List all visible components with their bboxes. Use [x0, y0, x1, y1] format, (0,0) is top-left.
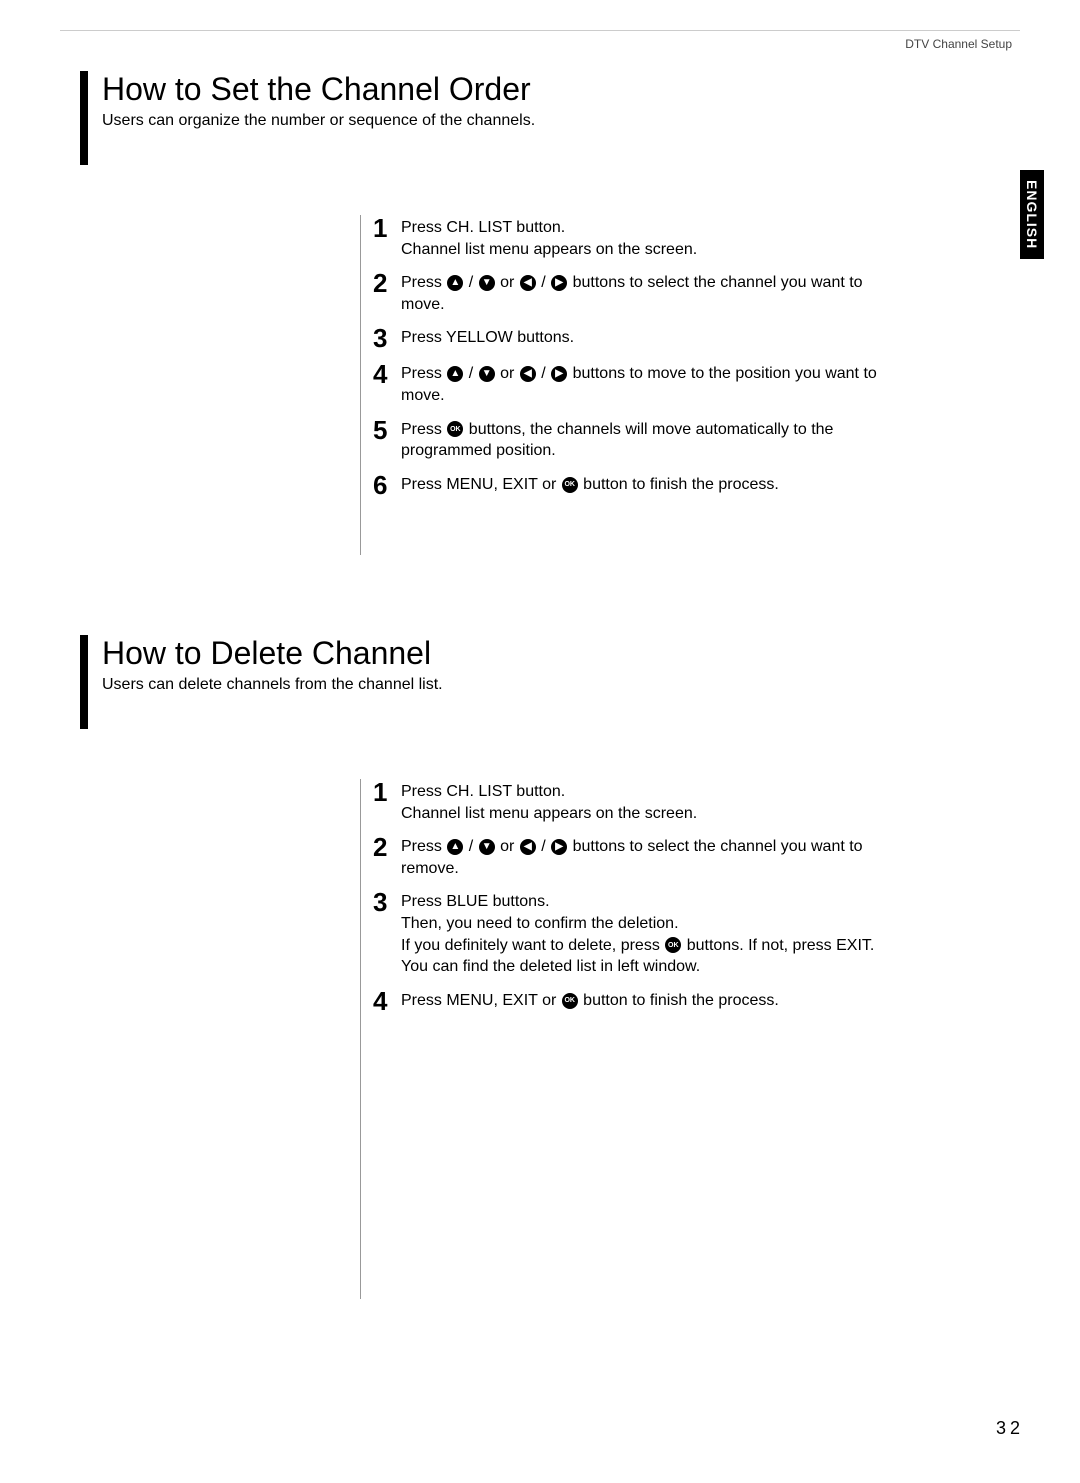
step-row: 3Press BLUE buttons. Then, you need to co…	[361, 889, 1020, 977]
step-text: or	[496, 838, 519, 855]
page-top-rule	[60, 30, 1020, 31]
up-icon: ▲	[447, 366, 463, 382]
page-number: 32	[996, 1418, 1024, 1439]
step-row: 2Press ▲ / ▼ or ◀ / ▶ buttons to select …	[361, 270, 1020, 315]
step-text: Channel list menu appears on the screen.	[401, 805, 697, 822]
step-text: Press	[401, 274, 446, 291]
section-title: How to Delete Channel	[102, 635, 1020, 672]
section-heading-row: How to Set the Channel Order Users can or…	[80, 71, 1020, 165]
section-subtitle: Users can organize the number or sequenc…	[102, 112, 1020, 130]
step-number: 6	[361, 472, 401, 498]
steps-region: 1Press CH. LIST button. Channel list menu…	[360, 779, 1020, 1299]
step-row: 6Press MENU, EXIT or OK button to finish…	[361, 472, 1020, 498]
step-text: buttons. If not, press EXIT.	[682, 937, 874, 954]
section-title: How to Set the Channel Order	[102, 71, 1020, 108]
step-text: button to finish the process.	[579, 992, 779, 1009]
step-text: You can find the deleted list in left wi…	[401, 958, 700, 975]
step-text: Press	[401, 365, 446, 382]
step-body: Press ▲ / ▼ or ◀ / ▶ buttons to select t…	[401, 270, 1020, 315]
section-heading-bar	[80, 71, 88, 165]
step-text: Press MENU, EXIT or	[401, 992, 561, 1009]
manual-section: How to Delete Channel Users can delete ch…	[80, 635, 1020, 1299]
left-icon: ◀	[520, 839, 536, 855]
ok-icon: OK	[562, 993, 578, 1009]
step-text: /	[537, 838, 550, 855]
down-icon: ▼	[479, 366, 495, 382]
step-body: Press MENU, EXIT or OK button to finish …	[401, 472, 1020, 496]
step-text: /	[537, 365, 550, 382]
right-icon: ▶	[551, 839, 567, 855]
step-number: 5	[361, 417, 401, 443]
step-number: 1	[361, 779, 401, 805]
step-row: 4Press ▲ / ▼ or ◀ / ▶ buttons to move to…	[361, 361, 1020, 406]
step-body: Press ▲ / ▼ or ◀ / ▶ buttons to move to …	[401, 361, 1020, 406]
step-body: Press CH. LIST button. Channel list menu …	[401, 215, 1020, 260]
left-icon: ◀	[520, 275, 536, 291]
step-body: Press YELLOW buttons.	[401, 325, 1020, 349]
step-text: Press CH. LIST button.	[401, 783, 565, 800]
section-heading-text-block: How to Delete Channel Users can delete ch…	[102, 635, 1020, 694]
down-icon: ▼	[479, 839, 495, 855]
step-text: Press BLUE buttons.	[401, 893, 550, 910]
section-heading-row: How to Delete Channel Users can delete ch…	[80, 635, 1020, 729]
right-icon: ▶	[551, 366, 567, 382]
step-text: or	[496, 365, 519, 382]
step-text: If you definitely want to delete, press	[401, 937, 664, 954]
step-body: Press ▲ / ▼ or ◀ / ▶ buttons to select t…	[401, 834, 1020, 879]
steps-region: 1Press CH. LIST button. Channel list menu…	[360, 215, 1020, 555]
step-number: 4	[361, 361, 401, 387]
down-icon: ▼	[479, 275, 495, 291]
section-heading-bar	[80, 635, 88, 729]
section-subtitle: Users can delete channels from the chann…	[102, 676, 1020, 694]
up-icon: ▲	[447, 275, 463, 291]
step-body: Press BLUE buttons. Then, you need to con…	[401, 889, 1020, 977]
step-number: 2	[361, 270, 401, 296]
step-body: Press CH. LIST button. Channel list menu …	[401, 779, 1020, 824]
step-number: 3	[361, 325, 401, 351]
step-text: Press CH. LIST button.	[401, 219, 565, 236]
step-text: button to finish the process.	[579, 476, 779, 493]
step-text: /	[464, 365, 477, 382]
step-row: 4Press MENU, EXIT or OK button to finish…	[361, 988, 1020, 1014]
step-row: 2Press ▲ / ▼ or ◀ / ▶ buttons to select …	[361, 834, 1020, 879]
step-text: /	[464, 838, 477, 855]
step-number: 3	[361, 889, 401, 915]
step-text: or	[496, 274, 519, 291]
step-text: /	[537, 274, 550, 291]
step-row: 5Press OK buttons, the channels will mov…	[361, 417, 1020, 462]
section-heading-text-block: How to Set the Channel Order Users can or…	[102, 71, 1020, 130]
ok-icon: OK	[665, 937, 681, 953]
step-number: 2	[361, 834, 401, 860]
step-text: Press	[401, 421, 446, 438]
manual-section: How to Set the Channel Order Users can or…	[80, 71, 1020, 555]
step-text: buttons, the channels will move automati…	[401, 421, 833, 460]
right-icon: ▶	[551, 275, 567, 291]
step-body: Press MENU, EXIT or OK button to finish …	[401, 988, 1020, 1012]
left-icon: ◀	[520, 366, 536, 382]
language-side-tab: ENGLISH	[1020, 170, 1044, 259]
step-number: 4	[361, 988, 401, 1014]
step-text: Channel list menu appears on the screen.	[401, 241, 697, 258]
step-row: 3Press YELLOW buttons.	[361, 325, 1020, 351]
step-text: Press	[401, 838, 446, 855]
step-text: Then, you need to confirm the deletion.	[401, 915, 679, 932]
step-text: /	[464, 274, 477, 291]
step-text: Press YELLOW buttons.	[401, 329, 574, 346]
step-row: 1Press CH. LIST button. Channel list menu…	[361, 215, 1020, 260]
step-number: 1	[361, 215, 401, 241]
ok-icon: OK	[562, 477, 578, 493]
step-row: 1Press CH. LIST button. Channel list menu…	[361, 779, 1020, 824]
up-icon: ▲	[447, 839, 463, 855]
page-header-label: DTV Channel Setup	[60, 37, 1020, 51]
step-text: Press MENU, EXIT or	[401, 476, 561, 493]
ok-icon: OK	[447, 421, 463, 437]
step-body: Press OK buttons, the channels will move…	[401, 417, 1020, 462]
